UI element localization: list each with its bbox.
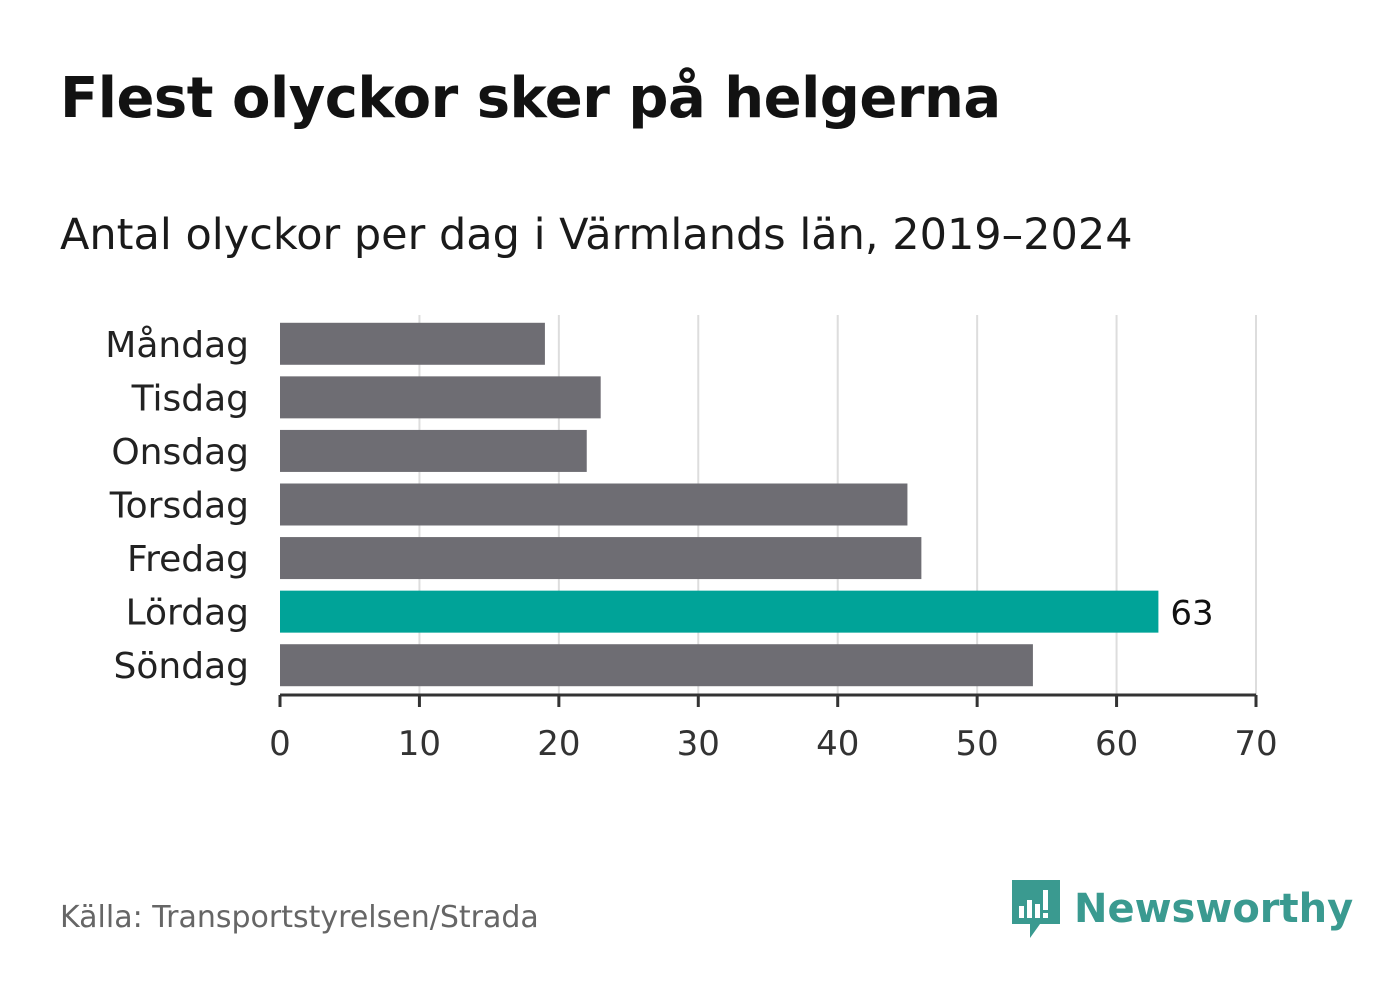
chart-subtitle: Antal olyckor per dag i Värmlands län, 2… bbox=[60, 210, 1133, 260]
x-tick-label: 60 bbox=[1095, 724, 1138, 764]
category-label: Onsdag bbox=[111, 432, 249, 473]
category-label: Söndag bbox=[114, 646, 249, 687]
x-tick-label: 30 bbox=[677, 724, 720, 764]
category-label: Måndag bbox=[105, 325, 249, 366]
category-label: Lördag bbox=[126, 593, 249, 634]
x-tick-label: 40 bbox=[816, 724, 859, 764]
x-tick-label: 20 bbox=[537, 724, 580, 764]
data-label: 63 bbox=[1170, 594, 1213, 634]
brand-name: Newsworthy bbox=[1074, 886, 1354, 932]
bar bbox=[280, 376, 601, 419]
x-tick-label: 70 bbox=[1234, 724, 1277, 764]
bar bbox=[280, 644, 1033, 687]
source-note: Källa: Transportstyrelsen/Strada bbox=[60, 900, 539, 935]
chart-title: Flest olyckor sker på helgerna bbox=[60, 66, 1001, 131]
x-tick-label: 50 bbox=[956, 724, 999, 764]
x-tick-label: 10 bbox=[398, 724, 441, 764]
bar bbox=[280, 483, 908, 526]
bar bbox=[280, 590, 1159, 633]
brand-logo: Newsworthy bbox=[1010, 878, 1353, 940]
x-tick-label: 0 bbox=[269, 724, 291, 764]
category-label: Fredag bbox=[127, 539, 249, 580]
newsworthy-logo-icon bbox=[1012, 880, 1060, 938]
bar bbox=[280, 322, 545, 365]
category-label: Torsdag bbox=[109, 486, 249, 527]
category-label: Tisdag bbox=[131, 378, 249, 419]
bar bbox=[280, 537, 922, 580]
bar bbox=[280, 429, 587, 472]
